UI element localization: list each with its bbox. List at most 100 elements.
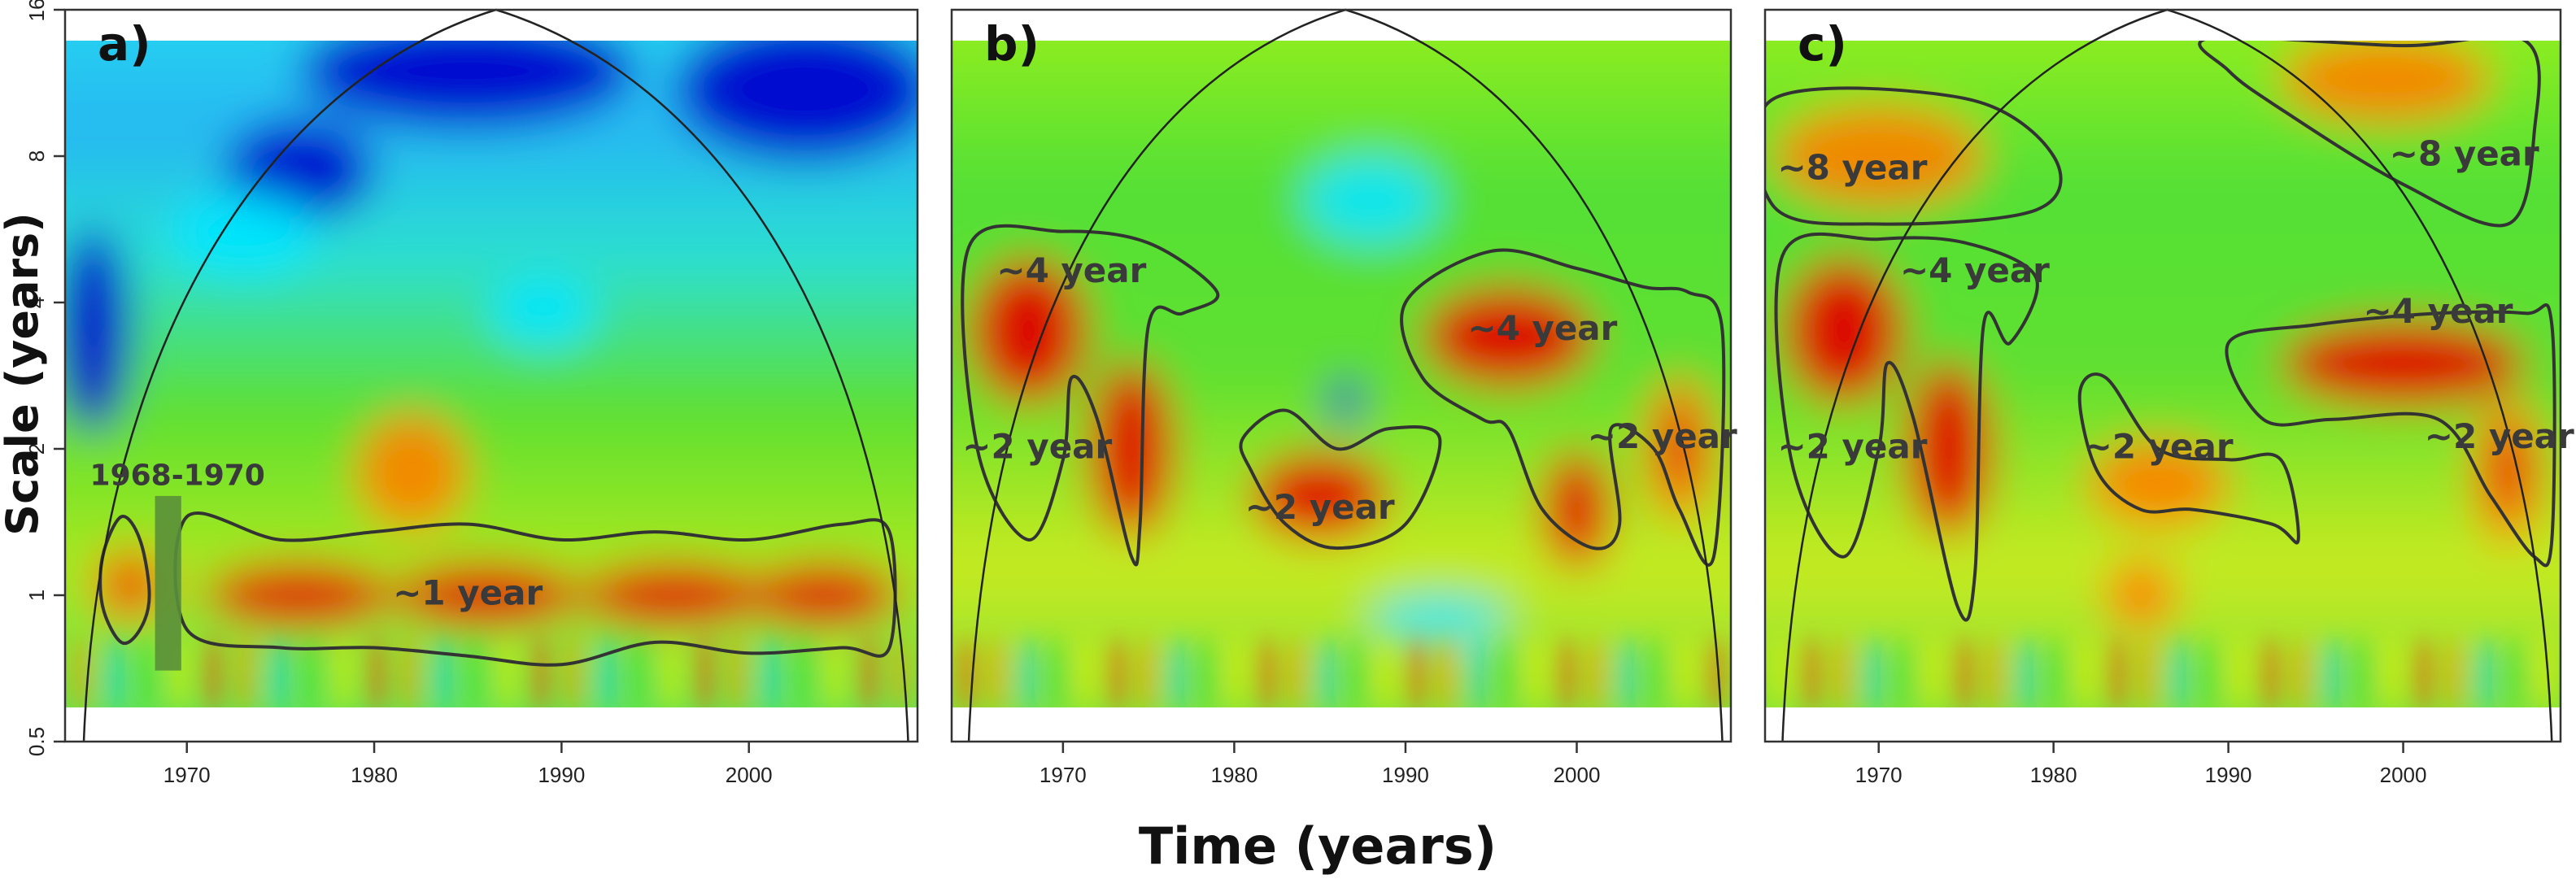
texture-stripe bbox=[2354, 636, 2369, 707]
panel-label: a) bbox=[98, 16, 151, 72]
significance-contour-3 bbox=[1774, 232, 2039, 622]
texture-stripe bbox=[1349, 636, 1364, 707]
texture-stripe bbox=[1648, 636, 1663, 707]
wavelet-panel-3: 1970 1980 1990 2000 c) ~8 year ~8 year ~4 year ~… bbox=[1763, 8, 2574, 787]
texture-stripe bbox=[697, 636, 712, 707]
wavelet-panel-1: 1970 1980 1990 2000 0.5 1 2 4 8 16 a) ~1 year 1968-1… bbox=[24, 0, 919, 787]
x-axis-title: Time (years) bbox=[1139, 816, 1497, 876]
y-tick-label: 4 bbox=[24, 297, 49, 308]
texture-stripe bbox=[303, 636, 319, 707]
texture-stripe bbox=[2201, 636, 2216, 707]
texture-stripe bbox=[1139, 636, 1154, 707]
heatmap bbox=[1765, 41, 2561, 707]
y-tick-label: 0.5 bbox=[24, 727, 49, 756]
annotation-label: ~2 year bbox=[2084, 427, 2234, 467]
x-tick-label: 1990 bbox=[538, 763, 585, 787]
annotation-label: ~2 year bbox=[2425, 416, 2574, 456]
annotation-label: ~2 year bbox=[1245, 487, 1395, 527]
panel-frame bbox=[1763, 8, 2562, 743]
annotation-label: ~2 year bbox=[1777, 427, 1927, 467]
texture-stripe bbox=[2323, 636, 2338, 707]
heat-blob-8 bbox=[2106, 559, 2177, 632]
texture-stripe bbox=[1258, 636, 1274, 707]
annotation-label: ~4 year bbox=[1900, 250, 2050, 290]
texture-stripe bbox=[2170, 636, 2186, 707]
texture-stripe bbox=[664, 636, 679, 707]
texture-stripe bbox=[2446, 636, 2461, 707]
x-tick-label: 2000 bbox=[726, 763, 773, 787]
texture-stripe bbox=[1048, 636, 1064, 707]
texture-stripe bbox=[1834, 636, 1850, 707]
texture-stripe bbox=[959, 636, 974, 707]
texture-stripe bbox=[1925, 636, 1941, 707]
y-tick-label: 2 bbox=[24, 443, 49, 455]
texture-stripe bbox=[1109, 636, 1124, 707]
texture-stripe bbox=[2078, 636, 2094, 707]
x-tick-label: 2000 bbox=[2380, 763, 2427, 787]
texture-stripe bbox=[1895, 636, 1911, 707]
texture-stripe bbox=[2293, 636, 2308, 707]
texture-stripe bbox=[2476, 636, 2491, 707]
panel-frame bbox=[63, 8, 919, 743]
texture-stripe bbox=[1288, 636, 1304, 707]
panel-frame bbox=[950, 8, 1733, 743]
annotation-label: ~8 year bbox=[1777, 147, 1927, 187]
wavelet-panel-2: 1970 1980 1990 2000 b) ~4 year ~2 year ~2 year ~… bbox=[950, 8, 1737, 787]
texture-stripe bbox=[1379, 636, 1394, 707]
texture-stripe bbox=[2109, 636, 2125, 707]
texture-stripe bbox=[2415, 636, 2430, 707]
significance-contour-1 bbox=[961, 224, 1220, 567]
texture-stripe bbox=[271, 636, 285, 707]
x-tick-label: 1980 bbox=[2030, 763, 2077, 787]
texture-stripe bbox=[2232, 636, 2247, 707]
y-axis-title: Scale (years) bbox=[0, 212, 48, 536]
texture-stripe bbox=[1987, 636, 2003, 707]
texture-stripe bbox=[2140, 636, 2155, 707]
x-tick-label: 2000 bbox=[1554, 763, 1601, 787]
annotation-label: 1968-1970 bbox=[90, 459, 265, 493]
texture-stripe bbox=[1619, 636, 1634, 707]
annotation-label: ~2 year bbox=[962, 427, 1112, 467]
texture-stripe bbox=[1589, 636, 1604, 707]
panel-label: b) bbox=[984, 16, 1040, 72]
significance-contour-3 bbox=[1400, 248, 1726, 567]
texture-stripe bbox=[368, 636, 384, 707]
texture-stripe bbox=[1468, 636, 1484, 707]
texture-stripe bbox=[989, 636, 1005, 707]
panel-label: c) bbox=[1798, 16, 1847, 72]
annotation-label: ~1 year bbox=[393, 573, 543, 613]
texture-stripe bbox=[1498, 636, 1514, 707]
texture-stripe bbox=[599, 636, 614, 707]
x-tick-label: 1990 bbox=[2205, 763, 2252, 787]
highlight-bar-1968-1970 bbox=[155, 495, 181, 671]
texture-stripe bbox=[1528, 636, 1544, 707]
texture-stripe bbox=[2262, 636, 2277, 707]
texture-stripe bbox=[1803, 636, 1819, 707]
texture-stripe bbox=[1409, 636, 1424, 707]
heatmap bbox=[952, 41, 1731, 707]
panels-group: 1970 1980 1990 2000 0.5 1 2 4 8 16 a) ~1 year 1968-1… bbox=[24, 0, 2574, 787]
significance-contour-2 bbox=[1239, 408, 1442, 550]
texture-stripe bbox=[205, 636, 220, 707]
texture-stripe bbox=[467, 636, 482, 707]
x-tick-label: 1970 bbox=[1855, 763, 1903, 787]
texture-stripe bbox=[2017, 636, 2033, 707]
heat-blob-8 bbox=[1371, 595, 1509, 640]
texture-stripe bbox=[861, 636, 876, 707]
texture-stripe bbox=[2507, 636, 2522, 707]
texture-stripe bbox=[1229, 636, 1244, 707]
texture-stripe bbox=[107, 636, 122, 707]
x-tick-label: 1980 bbox=[1210, 763, 1257, 787]
texture-stripe bbox=[730, 636, 745, 707]
texture-stripe bbox=[139, 636, 155, 707]
heat-blob-11 bbox=[486, 276, 599, 350]
texture-stripe bbox=[402, 636, 417, 707]
x-tick-label: 1970 bbox=[1040, 763, 1087, 787]
annotation-label: ~2 year bbox=[1588, 416, 1737, 456]
texture-stripe bbox=[336, 636, 351, 707]
texture-stripe bbox=[795, 636, 810, 707]
significance-contour-1 bbox=[1765, 86, 2063, 226]
heat-blob-12 bbox=[168, 191, 318, 280]
y-tick-label: 16 bbox=[24, 0, 49, 21]
